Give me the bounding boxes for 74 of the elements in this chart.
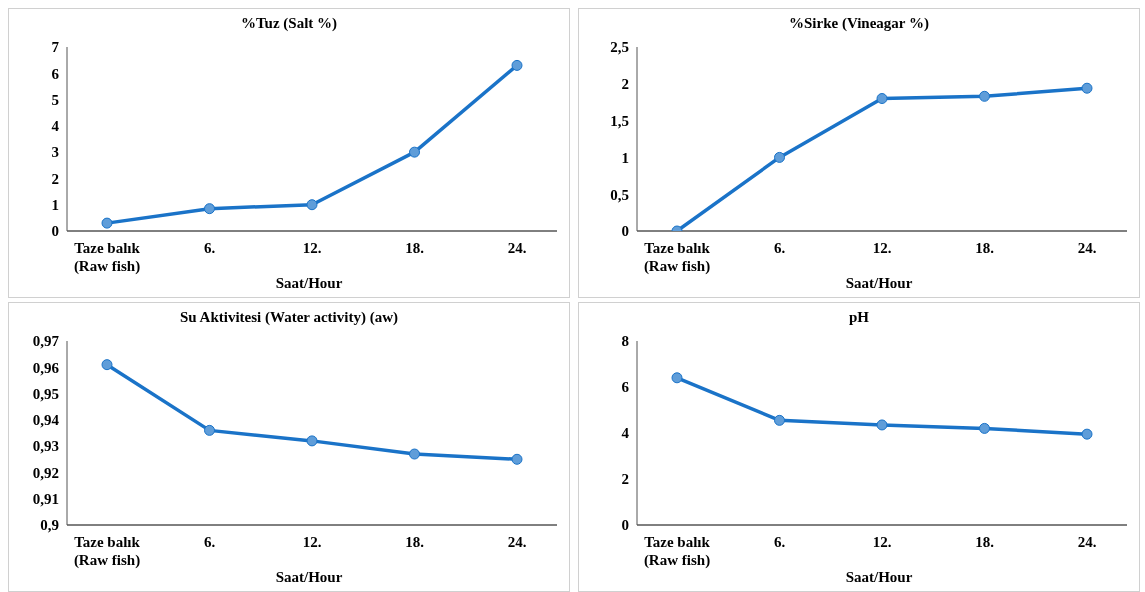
x-tick-label: 6. [773,240,786,256]
chart-title: %Sirke (Vineagar %) [788,15,930,33]
y-tick-label: 2 [51,170,59,187]
x-tick-label: 24. [1077,534,1097,550]
x-axis-title: Saat/Hour [274,275,344,292]
y-tick-label: 0,94 [32,412,60,429]
y-tick-label: 2,5 [610,39,629,56]
point [306,199,318,211]
x-tick-label: Taze balık (Raw fish) [73,240,141,275]
point [511,59,523,71]
point [876,93,888,105]
x-tick-label: 6. [773,534,786,550]
x-tick-label: 24. [1077,240,1097,256]
point [204,424,215,436]
chart-title: %Tuz (Salt %) [239,15,339,33]
x-tick-label: 6. [203,240,216,256]
x-tick-label: 12. [302,240,322,256]
x-axis-title: Saat/Hour [844,569,914,586]
y-tick-label: 1 [51,197,59,214]
point [306,435,318,447]
y-tick-label: 0 [621,223,629,240]
y-tick-label: 2 [621,471,629,488]
y-tick-label: 7 [51,39,60,56]
point [979,90,990,102]
y-tick-label: 0,96 [32,359,60,376]
x-tick-label: 12. [872,534,892,550]
point [409,146,420,158]
point [876,419,888,431]
x-axis-title: Saat/Hour [844,275,914,292]
y-tick-label: 6 [621,379,630,396]
x-tick-label: 18. [405,534,425,550]
x-tick-label: Taze balık (Raw fish) [643,240,711,275]
y-tick-label: 0,93 [32,438,59,455]
x-tick-label: 24. [507,534,527,550]
y-tick-label: 4 [621,425,630,442]
point [101,359,113,371]
point [774,414,785,426]
y-tick-label: 2 [621,76,629,93]
y-tick-label: 1 [621,149,629,166]
point [204,203,215,215]
y-tick-label: 0,97 [32,333,60,350]
y-tick-label: 1,5 [610,112,629,129]
chart-title: pH [848,309,870,327]
y-tick-label: 0,9 [40,517,59,534]
point [1081,82,1093,94]
x-tick-label: 18. [975,534,995,550]
y-tick-label: 0 [621,517,629,534]
x-tick-label: 18. [405,240,425,256]
x-axis-title: Saat/Hour [274,569,344,586]
y-tick-label: 4 [51,118,60,135]
y-tick-label: 0,92 [32,464,59,481]
y-tick-label: 0,95 [32,385,59,402]
x-tick-label: Taze balık (Raw fish) [73,534,141,569]
point [409,448,420,460]
x-tick-label: 18. [975,240,995,256]
point [774,151,785,163]
x-tick-label: 12. [302,534,322,550]
x-tick-label: 12. [872,240,892,256]
y-tick-label: 0 [51,223,59,240]
x-tick-label: 6. [203,534,216,550]
point [671,372,683,384]
x-tick-label: 24. [507,240,527,256]
point [101,217,113,229]
y-tick-label: 3 [51,144,59,161]
y-tick-label: 6 [51,65,60,82]
y-tick-label: 8 [621,333,629,350]
chart-title: Su Aktivitesi (Water activity) (aw) [179,309,399,327]
x-tick-label: Taze balık (Raw fish) [643,534,711,569]
point [511,453,523,465]
y-tick-label: 5 [51,91,59,108]
y-tick-label: 0,5 [610,186,629,203]
y-tick-label: 0,91 [32,491,59,508]
point [1081,428,1093,440]
point [979,422,990,434]
